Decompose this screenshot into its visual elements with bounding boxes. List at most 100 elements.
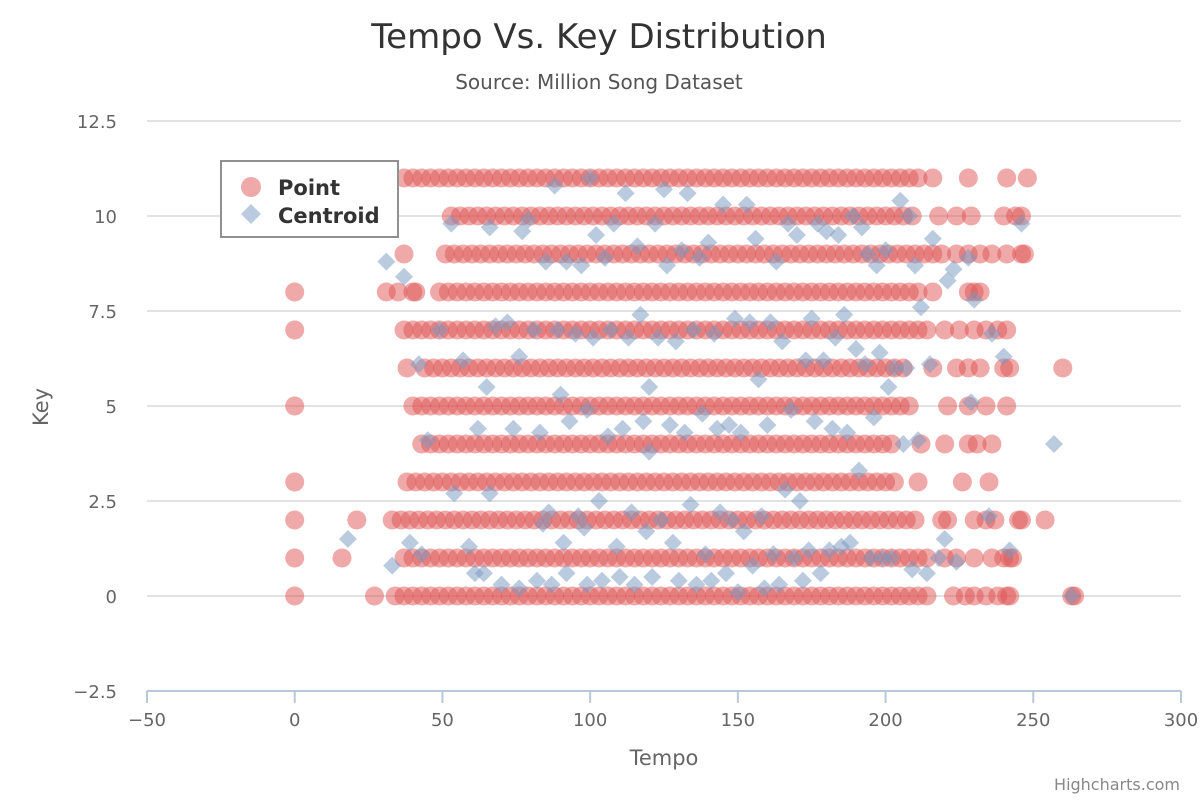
data-point[interactable] [961, 206, 981, 226]
legend-centroid-label[interactable]: Centroid [278, 204, 380, 228]
centroid-point[interactable] [785, 549, 803, 567]
centroid-point[interactable] [767, 252, 786, 271]
data-point[interactable] [1000, 586, 1020, 606]
centroid-point[interactable] [551, 385, 570, 404]
centroid-point[interactable] [430, 321, 449, 339]
centroid-point[interactable] [764, 545, 783, 564]
centroid-point[interactable] [714, 195, 733, 214]
data-point[interactable] [1014, 244, 1034, 264]
data-point[interactable] [1053, 358, 1073, 378]
centroid-point[interactable] [575, 518, 594, 537]
data-point[interactable] [997, 320, 1017, 340]
centroid-point[interactable] [917, 564, 936, 583]
data-point[interactable] [1012, 510, 1031, 530]
centroid-point[interactable] [876, 241, 895, 260]
centroid-point[interactable] [867, 256, 886, 275]
centroid-point[interactable] [920, 355, 939, 374]
data-point[interactable] [935, 320, 955, 340]
centroid-point[interactable] [944, 260, 963, 279]
centroid-point[interactable] [906, 256, 925, 275]
centroid-point[interactable] [782, 400, 800, 419]
data-point[interactable] [332, 548, 352, 568]
centroid-point[interactable] [634, 412, 653, 431]
centroid-point[interactable] [625, 575, 644, 594]
centroid-point[interactable] [545, 176, 564, 195]
data-point[interactable] [884, 472, 904, 492]
centroid-point[interactable] [613, 419, 632, 438]
centroid-point[interactable] [510, 579, 529, 598]
centroid-point[interactable] [672, 241, 691, 260]
centroid-point[interactable] [847, 340, 865, 358]
centroid-point[interactable] [962, 393, 981, 412]
centroid-point[interactable] [604, 214, 623, 233]
data-point[interactable] [285, 320, 305, 340]
centroid-point[interactable] [752, 507, 771, 526]
centroid-point[interactable] [858, 245, 877, 263]
centroid-point[interactable] [601, 321, 620, 339]
centroid-point[interactable] [578, 575, 597, 594]
centroid-point[interactable] [696, 545, 715, 564]
centroid-point[interactable] [646, 214, 665, 233]
centroid-point[interactable] [445, 484, 464, 503]
centroid-point[interactable] [395, 267, 413, 286]
centroid-point[interactable] [530, 423, 549, 442]
centroid-point[interactable] [510, 347, 529, 366]
centroid-point[interactable] [383, 556, 402, 575]
data-point[interactable] [929, 206, 949, 226]
legend-point-symbol[interactable] [241, 177, 261, 197]
centroid-point[interactable] [861, 549, 880, 567]
centroid-point[interactable] [779, 214, 798, 233]
data-point[interactable] [365, 586, 384, 606]
centroid-point[interactable] [879, 378, 898, 396]
centroid-point[interactable] [897, 359, 916, 377]
data-point[interactable] [388, 282, 408, 302]
centroid-point[interactable] [1012, 214, 1031, 233]
centroid-point[interactable] [595, 248, 614, 267]
data-point[interactable] [905, 510, 925, 530]
centroid-point[interactable] [554, 533, 573, 552]
data-point[interactable] [285, 396, 305, 416]
centroid-point[interactable] [923, 229, 942, 248]
centroid-point[interactable] [717, 564, 735, 583]
centroid-point[interactable] [790, 492, 809, 510]
centroid-point[interactable] [480, 218, 499, 237]
centroid-point[interactable] [528, 571, 546, 590]
centroid-point[interactable] [796, 351, 815, 370]
centroid-point[interactable] [838, 423, 857, 442]
data-point[interactable] [917, 586, 937, 606]
centroid-point[interactable] [640, 378, 659, 396]
data-point[interactable] [347, 510, 367, 530]
centroid-point[interactable] [560, 412, 579, 431]
data-point[interactable] [285, 586, 305, 606]
centroid-point[interactable] [805, 412, 824, 431]
centroid-point[interactable] [557, 564, 576, 583]
centroid-point[interactable] [412, 545, 431, 564]
centroid-point[interactable] [929, 549, 948, 567]
centroid-point[interactable] [663, 533, 682, 552]
centroid-point[interactable] [693, 404, 712, 423]
centroid-point[interactable] [725, 309, 744, 328]
centroid-point[interactable] [1000, 541, 1019, 560]
centroid-point[interactable] [903, 560, 922, 579]
centroid-point[interactable] [699, 233, 718, 252]
centroid-point[interactable] [377, 252, 396, 271]
data-point[interactable] [899, 396, 919, 416]
centroid-point[interactable] [731, 423, 750, 442]
centroid-point[interactable] [737, 195, 756, 214]
centroid-point[interactable] [525, 321, 543, 339]
data-point[interactable] [882, 434, 901, 454]
centroid-point[interactable] [982, 324, 1001, 343]
centroid-point[interactable] [539, 503, 558, 522]
data-point[interactable] [967, 434, 987, 454]
centroid-point[interactable] [787, 226, 806, 244]
centroid-point[interactable] [666, 332, 685, 351]
data-point[interactable] [938, 396, 958, 416]
centroid-point[interactable] [835, 305, 854, 324]
centroid-point[interactable] [959, 248, 978, 267]
centroid-point[interactable] [480, 484, 499, 503]
legend-centroid-symbol[interactable] [241, 204, 261, 224]
centroid-point[interactable] [746, 229, 765, 248]
centroid-point[interactable] [548, 321, 567, 339]
data-point[interactable] [406, 282, 426, 302]
centroid-point[interactable] [855, 355, 874, 374]
